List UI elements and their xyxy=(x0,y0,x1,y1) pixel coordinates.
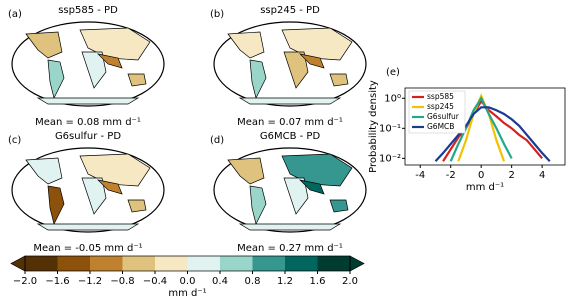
land xyxy=(81,51,107,89)
x-tick-label: 0 xyxy=(478,170,484,181)
colorbar-bin xyxy=(122,256,156,271)
colorbar-extend xyxy=(10,255,26,272)
land xyxy=(47,59,65,100)
land xyxy=(96,53,123,69)
land xyxy=(249,185,267,226)
series-line xyxy=(442,99,543,162)
colorbar-tick-label: 1.2 xyxy=(277,276,293,287)
map xyxy=(11,21,165,107)
land xyxy=(25,157,63,185)
map-title: G6MCB - PD xyxy=(260,131,321,142)
colorbar-tick-label: 0.4 xyxy=(212,276,228,287)
land xyxy=(81,177,107,215)
land xyxy=(127,73,147,87)
land xyxy=(36,223,140,231)
land xyxy=(238,223,342,231)
colorbar-bin xyxy=(90,256,123,271)
colorbar-bin xyxy=(285,256,318,271)
colorbar-bin xyxy=(155,256,188,271)
map-mean: Mean = 0.08 mm d⁻¹ xyxy=(35,117,141,128)
map-mean: Mean = -0.05 mm d⁻¹ xyxy=(33,243,142,254)
y-tick-label: 10⁻¹ xyxy=(379,123,401,134)
land xyxy=(36,97,140,105)
colorbar-tick-label: 0.0 xyxy=(180,276,196,287)
map-mean: Mean = 0.07 mm d⁻¹ xyxy=(237,117,343,128)
colorbar-bin xyxy=(25,256,58,271)
map xyxy=(213,21,367,107)
colorbar-tick-label: −2.0 xyxy=(13,276,37,287)
map-mean: Mean = 0.27 mm d⁻¹ xyxy=(237,243,343,254)
legend-label: ssp245 xyxy=(427,102,454,111)
land xyxy=(227,157,265,185)
series-line xyxy=(457,93,506,162)
land xyxy=(298,53,325,69)
x-tick-label: 4 xyxy=(539,170,545,181)
colorbar-bin xyxy=(220,256,253,271)
series-line xyxy=(434,106,551,162)
land xyxy=(25,31,63,59)
colorbar-extend xyxy=(349,255,365,272)
map-title: ssp585 - PD xyxy=(58,5,118,16)
colorbar-tick-label: −1.2 xyxy=(78,276,102,287)
map-title: ssp245 - PD xyxy=(260,5,320,16)
land xyxy=(96,179,123,195)
colorbar-bin xyxy=(317,256,351,271)
y-tick-label: 10⁰ xyxy=(384,93,401,104)
land xyxy=(283,177,309,215)
colorbar-tick-label: −0.8 xyxy=(110,276,134,287)
colorbar-bin xyxy=(252,256,286,271)
colorbar-tick-label: −0.4 xyxy=(143,276,167,287)
y-tick-label: 10⁻² xyxy=(379,153,401,164)
land xyxy=(329,73,349,87)
colorbar-label: mm d⁻¹ xyxy=(168,288,206,299)
land xyxy=(283,51,309,89)
y-axis-label: Probability density xyxy=(368,80,379,173)
colorbar-tick-label: −1.6 xyxy=(45,276,69,287)
map xyxy=(213,147,367,233)
legend-label: G6sulfur xyxy=(427,112,460,121)
land xyxy=(127,199,147,213)
legend-label: ssp585 xyxy=(427,92,454,101)
x-tick-label: 2 xyxy=(508,170,514,181)
panel-label: (e) xyxy=(386,67,400,78)
legend-label: G6MCB xyxy=(427,122,454,131)
panel-label: (b) xyxy=(210,9,224,20)
plot-frame xyxy=(404,87,566,166)
panel-label: (d) xyxy=(210,135,224,146)
colorbar-tick-label: 0.8 xyxy=(245,276,261,287)
x-axis-label: mm d⁻¹ xyxy=(466,182,504,193)
land xyxy=(329,199,349,213)
x-tick-label: -2 xyxy=(446,170,456,181)
map xyxy=(11,147,165,233)
colorbar-tick-label: 2.0 xyxy=(342,276,358,287)
x-tick-label: -4 xyxy=(415,170,425,181)
colorbar-bin xyxy=(187,256,221,271)
panel-label: (c) xyxy=(8,135,21,146)
land xyxy=(47,185,65,226)
map-title: G6sulfur - PD xyxy=(55,131,121,142)
land xyxy=(249,59,267,100)
series-line xyxy=(449,96,513,162)
panel-label: (a) xyxy=(8,9,22,20)
colorbar-tick-label: 1.6 xyxy=(310,276,326,287)
land xyxy=(227,31,265,59)
land xyxy=(238,97,342,105)
colorbar-bin xyxy=(57,256,91,271)
land xyxy=(298,179,325,195)
